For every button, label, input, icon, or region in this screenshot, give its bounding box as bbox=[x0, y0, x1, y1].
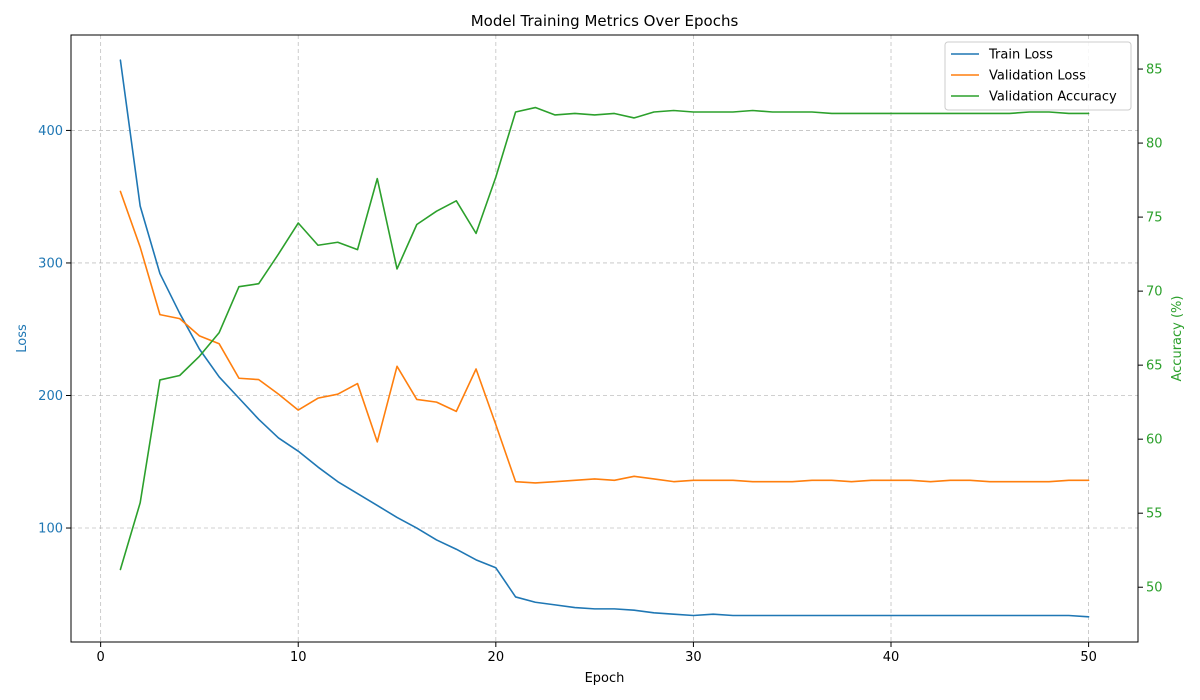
legend-label: Train Loss bbox=[988, 48, 1053, 63]
plot-frame bbox=[70, 34, 1139, 643]
chart-title: Model Training Metrics Over Epochs bbox=[471, 12, 739, 30]
y-right-tick-label: 80 bbox=[1146, 137, 1163, 152]
y-left-tick-label: 400 bbox=[38, 124, 63, 139]
x-tick-label: 10 bbox=[290, 650, 307, 665]
ticks: 0 10 20 30 40 50 100 200 300 400 50 55 60 65 70 75 80 85 bbox=[38, 63, 1162, 665]
legend-box bbox=[944, 41, 1132, 111]
y-axis-left-label: Loss bbox=[15, 324, 30, 353]
series-layer bbox=[119, 59, 1090, 618]
x-tick-label: 40 bbox=[883, 650, 900, 665]
y-axis-right-label: Accuracy (%) bbox=[1170, 296, 1185, 382]
y-right-tick-label: 85 bbox=[1146, 63, 1163, 78]
x-tick-label: 30 bbox=[685, 650, 702, 665]
x-tick-label: 0 bbox=[96, 650, 104, 665]
x-tick-label: 20 bbox=[488, 650, 505, 665]
legend: Train Loss Validation Loss Validation Accu… bbox=[944, 41, 1132, 111]
y-left-tick-label: 300 bbox=[38, 256, 63, 271]
series-line-validation-accuracy bbox=[119, 106, 1090, 571]
y-left-tick-label: 200 bbox=[38, 389, 63, 404]
y-right-tick-label: 75 bbox=[1146, 211, 1163, 226]
y-right-tick-label: 60 bbox=[1146, 433, 1163, 448]
series-line-train-loss bbox=[119, 59, 1090, 618]
y-left-tick-label: 100 bbox=[38, 522, 63, 537]
legend-label: Validation Accuracy bbox=[989, 90, 1117, 105]
grid bbox=[71, 35, 1138, 642]
series-line-validation-loss bbox=[119, 190, 1090, 484]
y-right-tick-label: 70 bbox=[1146, 285, 1163, 300]
y-right-tick-label: 50 bbox=[1146, 581, 1163, 596]
x-axis-label: Epoch bbox=[585, 671, 625, 686]
y-right-tick-label: 65 bbox=[1146, 359, 1163, 374]
y-right-tick-label: 55 bbox=[1146, 507, 1163, 522]
legend-label: Validation Loss bbox=[989, 69, 1086, 84]
x-tick-label: 50 bbox=[1080, 650, 1097, 665]
